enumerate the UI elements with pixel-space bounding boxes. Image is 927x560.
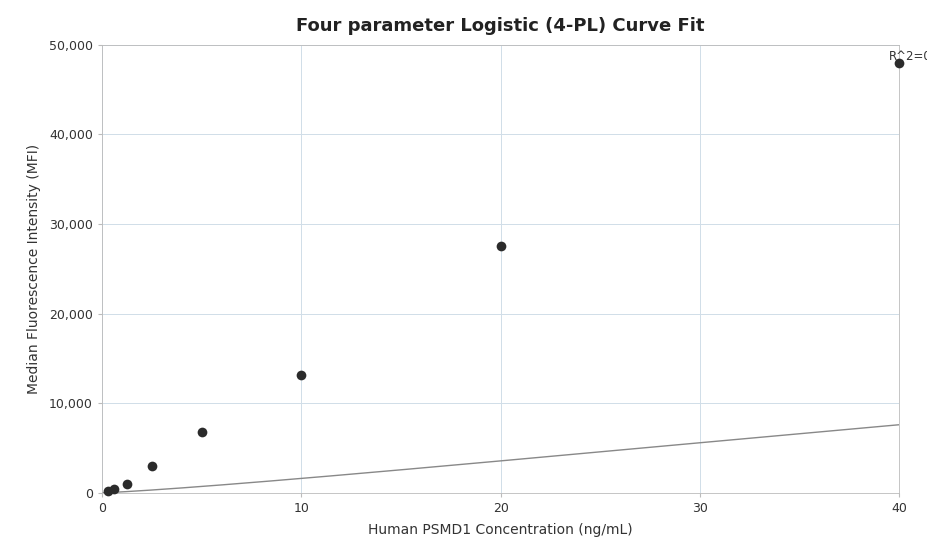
- Point: [120, 480, 134, 489]
- Text: R^2=0.9997: R^2=0.9997: [889, 50, 927, 63]
- Point: [892, 58, 907, 67]
- Point: [493, 241, 508, 250]
- Point: [107, 484, 121, 493]
- Point: [145, 461, 159, 470]
- Title: Four parameter Logistic (4-PL) Curve Fit: Four parameter Logistic (4-PL) Curve Fit: [297, 17, 705, 35]
- X-axis label: Human PSMD1 Concentration (ng/mL): Human PSMD1 Concentration (ng/mL): [368, 523, 633, 537]
- Point: [101, 487, 116, 496]
- Point: [294, 370, 309, 379]
- Y-axis label: Median Fluorescence Intensity (MFI): Median Fluorescence Intensity (MFI): [27, 144, 41, 394]
- Point: [194, 427, 209, 436]
